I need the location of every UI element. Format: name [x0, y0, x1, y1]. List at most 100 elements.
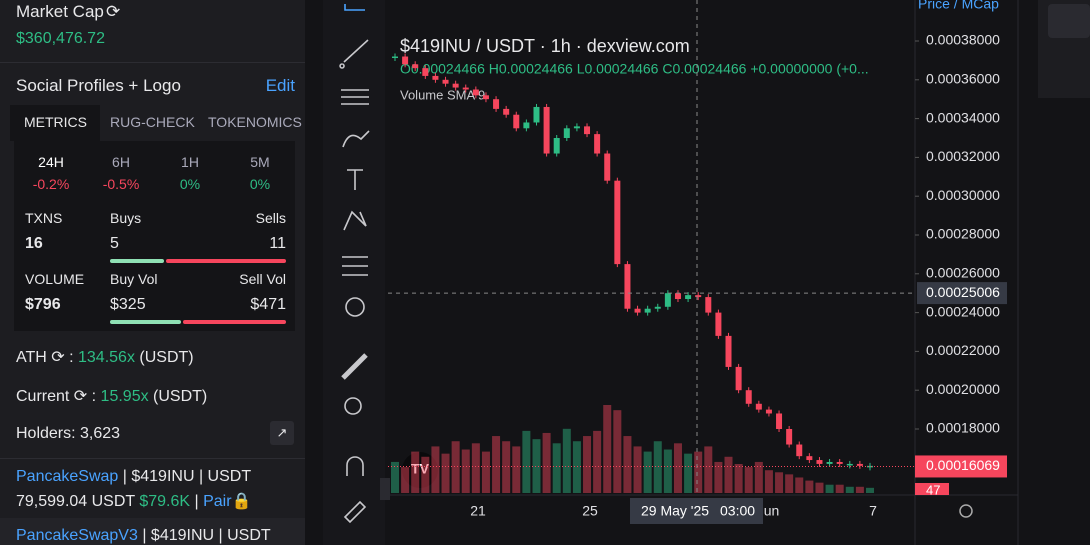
icon[interactable]	[342, 256, 368, 276]
icon[interactable]	[345, 297, 365, 317]
x-tick-label: 25	[582, 503, 598, 519]
candle-body	[634, 308, 641, 313]
volume-bar	[421, 456, 430, 493]
volume-bar	[825, 484, 834, 493]
candle-body	[614, 180, 621, 265]
volume-bar	[411, 451, 420, 493]
buy-vol-label: Buy Vol	[110, 271, 158, 287]
y-tick-label: 0.00022000	[926, 342, 1000, 358]
icon[interactable]	[339, 39, 369, 69]
volume-bar	[110, 320, 286, 324]
icon[interactable]	[341, 353, 368, 380]
sells-label: Sells	[255, 210, 286, 226]
volume-bar	[603, 405, 612, 493]
candle-body	[553, 138, 560, 154]
y-tick-label: 0.00020000	[926, 381, 1000, 397]
candle-body	[432, 75, 439, 80]
tab[interactable]: METRICS	[24, 114, 87, 130]
tab[interactable]: TOKENOMICS	[208, 114, 302, 130]
unit: (USDT)	[139, 349, 194, 366]
candle-body	[584, 126, 591, 135]
candle-body	[462, 87, 469, 90]
sell-vol-bar	[183, 320, 286, 324]
timeframe-label: 5M	[250, 154, 270, 170]
ath-row: ATH ⟳ : 134.56x (USDT)	[16, 349, 194, 366]
volume-bar	[643, 451, 652, 493]
collapse[interactable]	[380, 478, 390, 500]
dex-link[interactable]: PancakeSwapV3	[16, 527, 138, 544]
price-mcap-toggle[interactable]: Price / MCap	[918, 0, 999, 12]
icon[interactable]	[344, 4, 365, 11]
icon[interactable]	[343, 500, 367, 524]
volume-label: VOLUME	[25, 271, 85, 287]
candle-body	[513, 114, 520, 129]
open-icon[interactable]: ↗	[270, 421, 294, 445]
pair-row: PancakeSwap | $419INU | USDT	[16, 468, 251, 486]
liquidity: 79,599.04 USDT	[16, 493, 135, 510]
mail-button[interactable]	[1048, 4, 1090, 38]
candle-body	[715, 312, 722, 336]
txns-value: 16	[25, 235, 43, 252]
candle-body	[867, 465, 873, 468]
volume-bar	[744, 467, 753, 493]
volume-bar	[663, 449, 672, 493]
volume-bar	[673, 443, 682, 493]
chart: TV $419INU / USDT · 1h · dexview.com O0.…	[323, 0, 1019, 545]
y-tick-label: 0.00032000	[926, 148, 1000, 164]
toolbar	[323, 0, 385, 545]
plot-bg	[388, 0, 1018, 545]
volume-bar	[805, 480, 814, 493]
sells-value: 11	[269, 235, 286, 252]
refresh-icon[interactable]: ⟳	[106, 2, 121, 21]
y-tick-label: 0.00026000	[926, 265, 1000, 281]
icon[interactable]	[344, 397, 362, 415]
tv-logo-text: TV	[411, 461, 430, 477]
volume-bar	[613, 410, 622, 493]
current-label: Current	[16, 388, 70, 405]
icon[interactable]	[341, 89, 369, 105]
timeframe-change: -0.5%	[102, 176, 140, 192]
volume-bar	[583, 436, 592, 493]
candle-body	[624, 264, 631, 309]
tab[interactable]: RUG-CHECK	[110, 114, 195, 130]
last-price-bg	[915, 455, 1007, 478]
dex-link[interactable]: PancakeSwap	[16, 468, 119, 485]
candle-body	[705, 297, 712, 313]
volume-bar	[775, 472, 784, 493]
timeframe-label: 6H	[112, 154, 130, 170]
candle-body	[644, 308, 651, 313]
volume-bar	[502, 441, 511, 493]
candle-body	[755, 403, 762, 410]
volume-bar	[532, 439, 541, 493]
volume-bar	[623, 436, 632, 493]
volume-legend: Volume SMA 9	[400, 87, 485, 102]
candle-body	[776, 413, 783, 429]
candle-body	[654, 306, 661, 309]
candle-body	[816, 460, 823, 464]
volume-bar	[795, 477, 804, 493]
pair-name: | $419INU | USDT	[122, 468, 252, 485]
candle-body	[493, 99, 500, 109]
candle-body	[402, 56, 409, 65]
volume-bar	[724, 456, 733, 493]
y-tick-label: 0.00018000	[926, 420, 1000, 436]
icon[interactable]	[342, 130, 370, 148]
sell-vol-label: Sell Vol	[239, 271, 286, 287]
icon[interactable]	[343, 210, 367, 231]
volume-bar	[714, 461, 723, 493]
candle-body	[765, 409, 772, 414]
icon[interactable]	[346, 456, 364, 476]
volume-bar	[481, 451, 490, 493]
x-tick-label: 21	[470, 503, 486, 519]
candle-body	[664, 293, 671, 307]
social-title: Social Profiles + Logo	[16, 76, 181, 95]
icon[interactable]	[347, 169, 363, 190]
edit-link[interactable]: Edit	[265, 76, 295, 95]
pair-link[interactable]: Pair	[203, 493, 232, 510]
volume-bar	[451, 441, 460, 493]
settings-icon[interactable]	[959, 504, 973, 518]
candle-body	[422, 68, 429, 76]
current-value: 15.95x	[100, 388, 149, 405]
candle-body	[674, 293, 681, 300]
volume-bar	[815, 482, 824, 493]
